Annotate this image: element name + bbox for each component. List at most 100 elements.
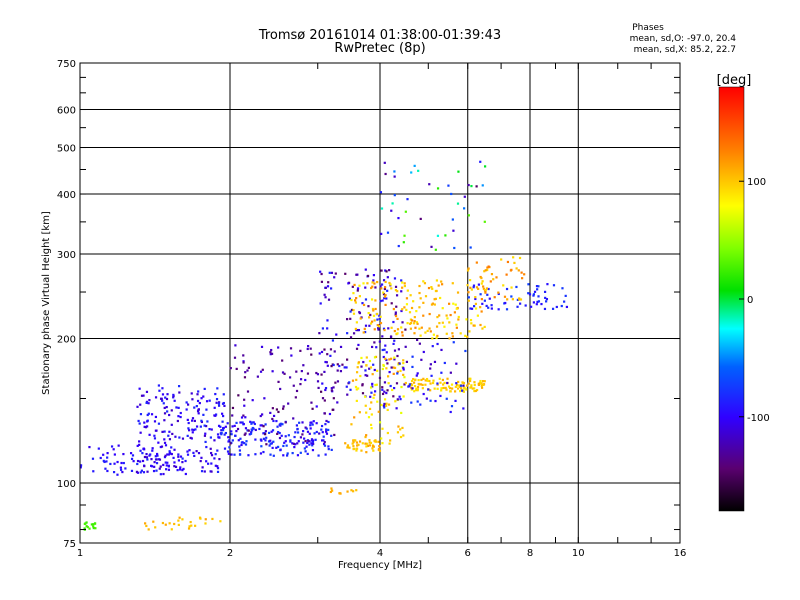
- data-point: [148, 399, 151, 402]
- data-point: [164, 396, 167, 399]
- data-point: [188, 449, 191, 452]
- data-point: [474, 296, 477, 299]
- data-point: [189, 436, 192, 439]
- data-point: [470, 384, 473, 387]
- data-point: [227, 452, 230, 455]
- data-point: [422, 280, 425, 283]
- data-point: [400, 326, 403, 329]
- data-point: [143, 421, 146, 424]
- data-point: [339, 345, 343, 349]
- data-point: [174, 435, 177, 438]
- data-point: [381, 442, 384, 445]
- data-point: [410, 383, 414, 387]
- data-point: [181, 457, 184, 460]
- data-point: [185, 408, 188, 411]
- data-point: [380, 437, 383, 440]
- data-point: [239, 437, 242, 440]
- data-point: [363, 327, 366, 330]
- data-point: [484, 291, 487, 294]
- data-point: [354, 327, 357, 331]
- data-point: [165, 464, 168, 467]
- data-point: [420, 378, 423, 382]
- data-point: [402, 368, 405, 371]
- data-point: [394, 289, 398, 292]
- data-point: [122, 452, 125, 456]
- data-point: [445, 332, 448, 335]
- data-point: [374, 299, 377, 302]
- data-point: [335, 333, 338, 336]
- data-point: [536, 288, 539, 291]
- data-point: [376, 318, 379, 321]
- data-point: [306, 452, 309, 456]
- data-point: [489, 280, 492, 283]
- data-point: [327, 428, 330, 432]
- data-point: [292, 384, 295, 387]
- data-point: [299, 349, 302, 352]
- data-point: [477, 287, 480, 290]
- data-point: [396, 354, 399, 358]
- data-point: [299, 451, 302, 454]
- data-point: [381, 299, 384, 302]
- data-point: [191, 417, 195, 420]
- x-tick-label: 10: [572, 548, 585, 559]
- data-point: [285, 444, 288, 447]
- data-point: [192, 451, 195, 454]
- data-point: [368, 444, 371, 447]
- data-point: [405, 297, 409, 300]
- data-point: [455, 362, 458, 365]
- data-point: [454, 399, 457, 402]
- data-point: [358, 411, 361, 414]
- data-point: [200, 470, 204, 473]
- data-point: [327, 420, 330, 424]
- data-point: [193, 419, 196, 423]
- data-point: [310, 353, 313, 356]
- data-point: [384, 303, 387, 307]
- data-point: [154, 396, 158, 399]
- data-point: [168, 452, 172, 455]
- data-point: [377, 440, 380, 443]
- data-point: [119, 466, 122, 469]
- data-point: [315, 405, 318, 408]
- data-point: [397, 425, 400, 428]
- data-point: [318, 352, 321, 355]
- data-point: [388, 442, 391, 445]
- data-point: [237, 394, 240, 397]
- data-point: [492, 278, 495, 281]
- data-point: [167, 468, 171, 471]
- data-point: [247, 454, 250, 457]
- data-point: [92, 523, 95, 526]
- data-point: [404, 345, 407, 348]
- data-point: [165, 468, 168, 471]
- data-point: [390, 209, 393, 212]
- data-point: [368, 359, 372, 363]
- data-point: [244, 416, 247, 419]
- data-point: [190, 437, 193, 440]
- data-point: [490, 304, 493, 307]
- data-point: [480, 310, 483, 313]
- data-point: [336, 380, 340, 383]
- data-point: [418, 342, 421, 345]
- data-point: [453, 311, 456, 314]
- data-point: [382, 404, 385, 407]
- data-point: [453, 246, 456, 250]
- data-point: [400, 411, 403, 415]
- data-point: [462, 390, 465, 393]
- data-point: [436, 382, 439, 385]
- data-point: [406, 198, 409, 201]
- data-point: [162, 402, 165, 405]
- data-point: [366, 374, 369, 377]
- data-point: [344, 272, 347, 275]
- data-point: [401, 331, 404, 334]
- data-point: [467, 183, 470, 187]
- data-point: [390, 287, 393, 290]
- data-point: [497, 291, 500, 294]
- data-point: [283, 372, 286, 375]
- data-point: [468, 330, 471, 333]
- data-point: [450, 192, 453, 196]
- data-point: [122, 461, 125, 465]
- data-point: [367, 305, 370, 308]
- data-point: [166, 393, 169, 396]
- data-point: [419, 297, 422, 300]
- data-point: [316, 373, 320, 376]
- data-point: [276, 425, 279, 428]
